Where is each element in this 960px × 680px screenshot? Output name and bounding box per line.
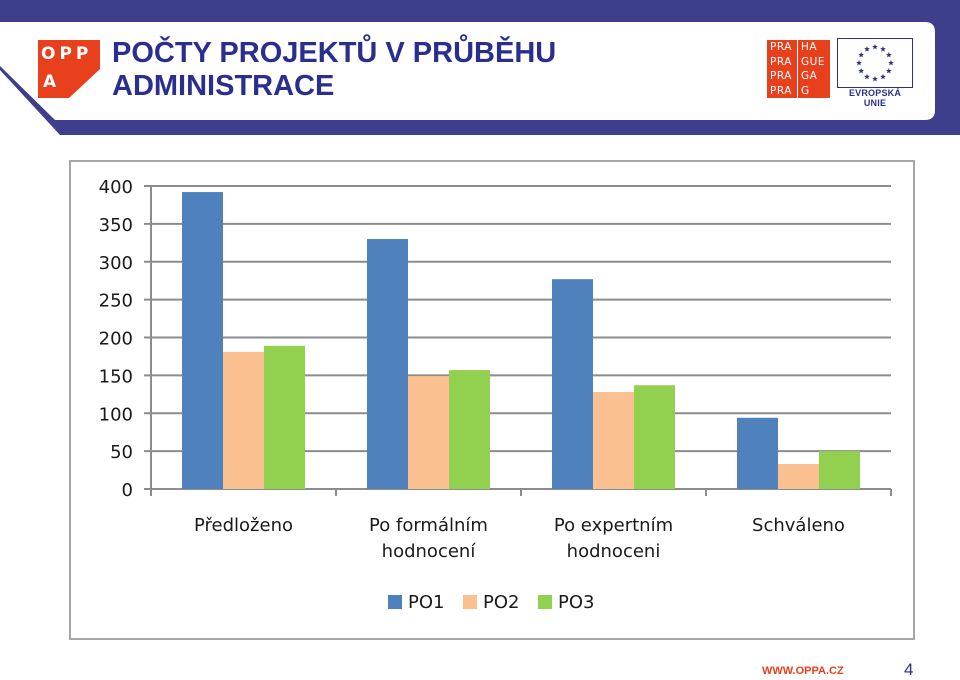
x-tick-label: Po expertním — [554, 515, 673, 536]
bar-po2 — [778, 464, 819, 489]
x-tick-label: Po formálním — [369, 515, 488, 536]
y-tick-label: 350 — [99, 215, 133, 236]
bar-po3 — [634, 385, 675, 489]
y-tick-label: 150 — [99, 366, 133, 387]
legend-swatch-po1 — [388, 595, 402, 609]
eu-flag-icon — [837, 38, 913, 88]
eu-label: EVROPSKÁ UNIE — [848, 88, 902, 108]
slide-header: OPP A POČTY PROJEKTŮ V PRŮBĚHU ADMINISTR… — [0, 0, 960, 135]
bar-po1 — [737, 417, 778, 489]
y-tick-label: 100 — [99, 404, 133, 425]
x-tick-label: Předloženo — [194, 515, 293, 536]
eu-star-icon — [858, 68, 864, 74]
eu-star-icon — [880, 46, 886, 52]
eu-star-icon — [872, 44, 878, 50]
praha-logo-text: G — [801, 84, 810, 97]
bar-po2 — [593, 392, 634, 489]
legend-label: PO2 — [483, 592, 519, 613]
chart-frame: 0 50 100 150 200 250 300 350 400 Předloženo Po for… — [69, 160, 915, 640]
bar-po2 — [408, 376, 449, 489]
eu-logo: EVROPSKÁ UNIE — [837, 38, 913, 108]
y-tick-label: 50 — [110, 442, 133, 463]
y-tick-label: 0 — [122, 480, 133, 501]
x-tick-label: Schváleno — [752, 515, 845, 536]
header-band — [0, 0, 960, 135]
y-tick-label: 200 — [99, 329, 133, 350]
y-tick-label: 400 — [99, 177, 133, 198]
praha-logo-text: PRA — [770, 41, 792, 53]
legend-swatch-po3 — [538, 595, 552, 609]
x-tick-label: hodnoceni — [567, 541, 661, 562]
praha-logo: PRA PRA PRA PRA HA GUE GA G — [767, 40, 830, 98]
eu-star-icon — [864, 73, 870, 80]
praha-logo-text: PRA — [770, 55, 792, 68]
eu-star-icon — [864, 46, 870, 52]
oppa-logo: OPP A — [38, 40, 100, 98]
praha-logo-text: HA — [801, 41, 818, 53]
legend-label: PO3 — [558, 592, 594, 613]
praha-logo-text: PRA — [770, 84, 792, 97]
y-tick-label: 250 — [99, 291, 133, 312]
y-tick-label: 300 — [99, 253, 133, 274]
eu-star-icon — [886, 52, 892, 58]
bar-po1 — [552, 279, 593, 489]
eu-star-icon — [858, 52, 864, 58]
bar-po3 — [819, 451, 860, 489]
eu-star-icon — [886, 68, 892, 74]
x-tick-label: hodnocení — [382, 541, 477, 562]
praha-logo-text: PRA — [770, 70, 792, 82]
bar-po3 — [449, 370, 490, 489]
page-title: POČTY PROJEKTŮ V PRŮBĚHU ADMINISTRACE — [112, 37, 557, 102]
bar-po2 — [223, 351, 264, 489]
bar-po3 — [264, 345, 305, 489]
bar-po1 — [367, 239, 408, 489]
footer-url[interactable]: WWW.OPPA.CZ — [762, 665, 844, 677]
praha-logo-text: GA — [801, 70, 818, 82]
oppa-logo-row2: A — [43, 72, 61, 92]
bar-chart: 0 50 100 150 200 250 300 350 400 Předloženo Po for… — [99, 177, 892, 613]
eu-star-icon — [880, 73, 886, 80]
eu-star-icon — [888, 60, 894, 66]
bar-po1 — [182, 192, 223, 489]
eu-star-icon — [856, 60, 862, 66]
page-number: 4 — [904, 660, 914, 679]
legend-label: PO1 — [408, 592, 444, 613]
oppa-logo-row1: OPP — [41, 44, 93, 64]
eu-star-icon — [872, 76, 878, 82]
praha-logo-text: GUE — [801, 55, 825, 68]
legend-swatch-po2 — [463, 595, 477, 609]
